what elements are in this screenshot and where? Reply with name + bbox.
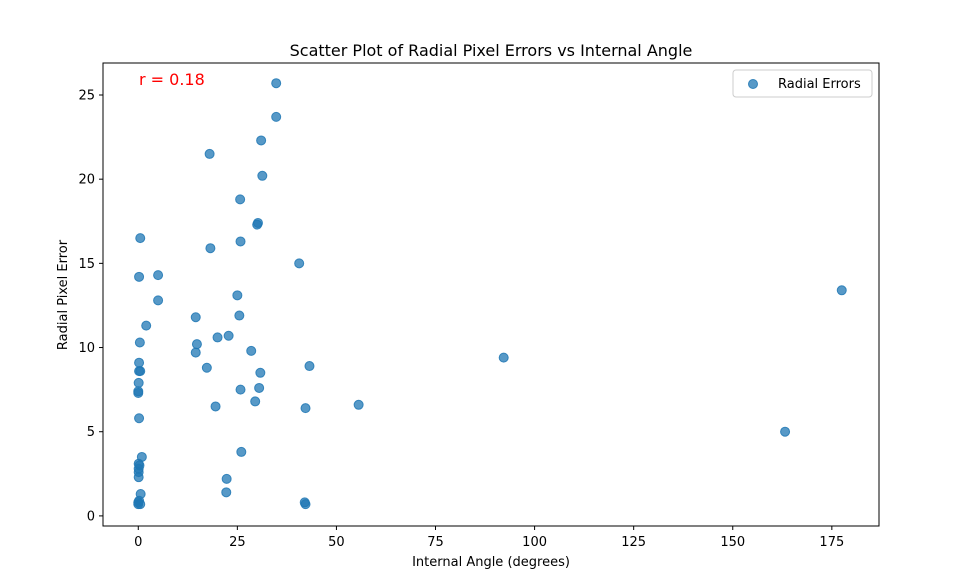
y-tick-label: 10	[78, 341, 95, 356]
data-point	[134, 271, 145, 282]
data-point	[256, 135, 267, 146]
data-point	[252, 217, 263, 228]
x-tick-label: 50	[328, 535, 345, 550]
data-point	[235, 236, 246, 247]
data-point	[190, 312, 201, 323]
data-point	[255, 367, 266, 378]
data-point	[236, 446, 247, 457]
data-point	[201, 362, 212, 373]
data-point	[191, 339, 202, 350]
data-point	[235, 384, 246, 395]
data-point	[133, 386, 144, 397]
data-point	[234, 310, 245, 321]
data-point	[246, 345, 257, 356]
data-point	[498, 352, 509, 363]
data-point	[153, 270, 164, 281]
data-point	[141, 320, 152, 331]
x-tick-label: 150	[720, 535, 745, 550]
data-point	[204, 148, 215, 159]
data-point	[257, 170, 268, 181]
data-point	[134, 357, 145, 368]
correlation-annotation: r = 0.18	[139, 70, 205, 89]
data-point	[353, 399, 364, 410]
data-point	[250, 396, 261, 407]
y-tick-label: 25	[78, 88, 95, 103]
x-tick-label: 75	[427, 535, 444, 550]
y-axis-label: Radial Pixel Error	[56, 239, 71, 350]
chart-title: Scatter Plot of Radial Pixel Errors vs I…	[290, 41, 693, 60]
data-point	[300, 403, 311, 414]
data-point	[134, 337, 145, 348]
data-point	[780, 426, 791, 437]
data-point	[190, 347, 201, 358]
plot-frame	[102, 62, 880, 527]
data-point	[135, 489, 146, 500]
data-point	[135, 233, 146, 244]
data-point	[210, 401, 221, 412]
data-point	[294, 258, 305, 269]
data-point	[223, 330, 234, 341]
x-axis-label: Internal Angle (degrees)	[412, 555, 570, 570]
data-point	[212, 332, 223, 343]
data-point	[135, 499, 146, 510]
data-point	[232, 290, 243, 301]
x-tick-label: 125	[621, 535, 646, 550]
data-point	[221, 487, 232, 498]
legend-label: Radial Errors	[778, 77, 861, 92]
y-tick-label: 0	[87, 509, 95, 524]
data-point	[271, 78, 282, 89]
y-tick-label: 20	[78, 173, 95, 188]
data-point	[221, 473, 232, 484]
data-point	[300, 499, 311, 510]
data-point	[135, 366, 146, 377]
x-tick-label: 25	[229, 535, 246, 550]
data-point	[836, 285, 847, 296]
data-point	[153, 295, 164, 306]
plot-area: 0 25 50 75 100 125 150 175 0 5 10 15 20 25	[78, 62, 880, 550]
x-tick-label: 0	[134, 535, 142, 550]
legend-marker	[748, 79, 758, 89]
data-point	[254, 382, 265, 393]
data-point	[136, 451, 147, 462]
data-point	[304, 361, 315, 372]
data-point	[134, 413, 145, 424]
x-tick-label: 175	[819, 535, 844, 550]
data-point	[271, 111, 282, 122]
legend-box	[732, 69, 873, 98]
data-point	[133, 377, 144, 388]
y-tick-label: 5	[87, 425, 95, 440]
legend: Radial Errors	[732, 69, 873, 98]
data-point	[235, 194, 246, 205]
data-point	[205, 243, 216, 254]
y-tick-label: 15	[78, 257, 95, 272]
x-tick-label: 100	[522, 535, 547, 550]
